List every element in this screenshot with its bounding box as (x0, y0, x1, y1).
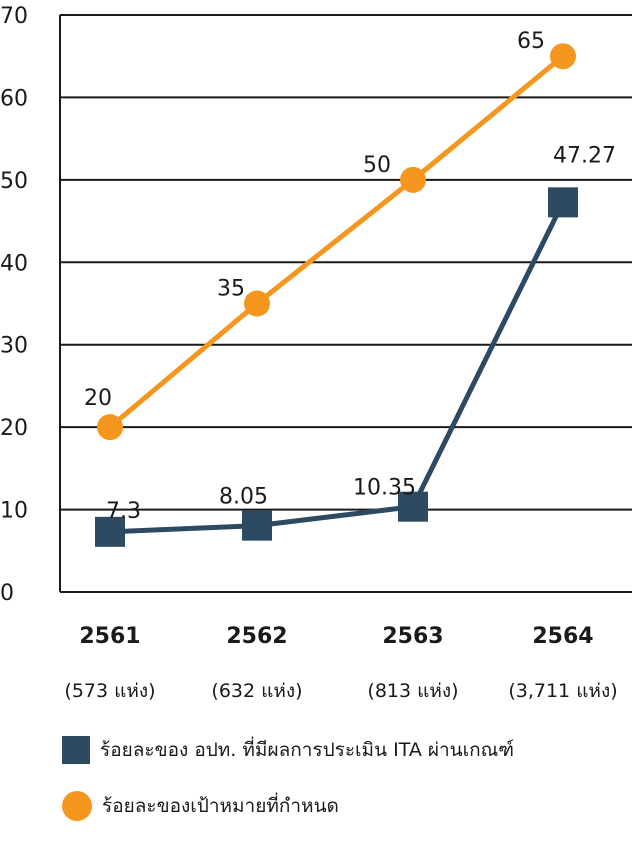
x-tick-label: 2564 (532, 624, 593, 649)
legend-label-target: ร้อยละของเป้าหมายที่กำหนด (102, 795, 339, 817)
line-chart: 70 60 50 40 30 20 10 0 20 35 50 65 7.3 8.05 10.35 47.27… (0, 4, 632, 702)
y-tick-label: 50 (0, 169, 28, 194)
ita-point (242, 510, 272, 541)
ita-data-label: 8.05 (219, 485, 268, 510)
y-tick-label: 40 (0, 251, 28, 276)
target-data-label: 35 (217, 277, 245, 302)
legend-swatch-circle (62, 791, 92, 821)
target-series-line (108, 54, 565, 430)
target-data-label: 50 (363, 153, 391, 178)
ita-data-label: 10.35 (353, 476, 416, 501)
y-tick-label: 60 (0, 86, 28, 111)
target-point (97, 414, 123, 441)
y-tick-label: 30 (0, 334, 28, 359)
legend-label-ita-pass: ร้อยละของ อปท. ที่มีผลการประเมิน ITA ผ่า… (100, 739, 515, 761)
x-tick-sublabel: (632 แห่ง) (211, 680, 302, 702)
ita-series-line (109, 201, 566, 535)
x-tick-sublabel: (813 แห่ง) (367, 680, 458, 702)
x-tick-sublabel: (573 แห่ง) (64, 680, 155, 702)
target-data-label: 20 (84, 386, 112, 411)
y-tick-label: 0 (0, 581, 14, 606)
x-tick-label: 2563 (382, 624, 443, 649)
ita-data-label: 47.27 (553, 143, 616, 168)
legend-item-ita-pass: ร้อยละของ อปท. ที่มีผลการประเมิน ITA ผ่า… (62, 732, 514, 768)
legend-swatch-square (62, 736, 90, 764)
target-point (244, 290, 270, 317)
chart-legend: ร้อยละของ อปท. ที่มีผลการประเมิน ITA ผ่า… (62, 732, 514, 844)
y-tick-label: 70 (0, 4, 28, 29)
legend-item-target: ร้อยละของเป้าหมายที่กำหนด (62, 788, 514, 824)
target-point (550, 43, 576, 70)
target-point (400, 166, 426, 193)
ita-point (398, 491, 428, 522)
ita-data-label: 7.3 (106, 499, 141, 524)
y-tick-label: 10 (0, 499, 28, 524)
x-tick-label: 2562 (226, 624, 287, 649)
x-tick-label: 2561 (79, 624, 140, 649)
target-data-label: 65 (517, 29, 545, 54)
y-tick-label: 20 (0, 416, 28, 441)
x-tick-sublabel: (3,711 แห่ง) (508, 680, 617, 702)
ita-point (95, 516, 125, 547)
ita-point (548, 187, 578, 218)
